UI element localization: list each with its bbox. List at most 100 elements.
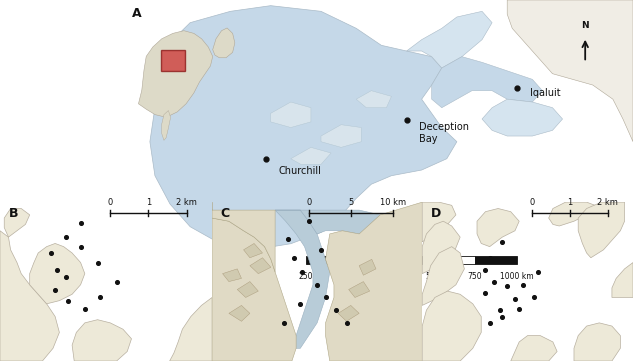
Text: Deception
Bay: Deception Bay	[419, 122, 469, 144]
Polygon shape	[244, 243, 263, 258]
Point	[283, 236, 293, 242]
Text: 0: 0	[529, 198, 534, 207]
Text: 750: 750	[468, 272, 482, 281]
Polygon shape	[4, 209, 30, 237]
Bar	[348, 256, 391, 264]
Polygon shape	[229, 305, 250, 321]
Text: 250: 250	[383, 272, 398, 281]
Text: 5: 5	[348, 198, 353, 207]
Text: Churchill: Churchill	[279, 166, 321, 176]
Text: A: A	[132, 7, 142, 20]
Polygon shape	[162, 110, 171, 140]
Polygon shape	[30, 243, 85, 304]
Point	[489, 279, 499, 284]
Polygon shape	[422, 202, 456, 242]
Polygon shape	[511, 336, 557, 361]
Point	[46, 250, 56, 256]
Bar	[391, 256, 433, 264]
Point	[52, 268, 62, 273]
Polygon shape	[72, 320, 132, 361]
Point	[495, 307, 505, 313]
Polygon shape	[213, 28, 235, 58]
Point	[514, 306, 524, 312]
Polygon shape	[422, 221, 460, 274]
Polygon shape	[325, 202, 422, 361]
Point	[111, 279, 122, 284]
Point	[312, 282, 322, 288]
Polygon shape	[356, 91, 391, 108]
Polygon shape	[250, 258, 271, 274]
Text: 10 km: 10 km	[380, 198, 406, 207]
Text: 0: 0	[306, 198, 311, 207]
Polygon shape	[321, 125, 361, 147]
Bar	[475, 256, 517, 264]
Point	[279, 320, 289, 326]
Polygon shape	[237, 282, 258, 297]
Point	[304, 218, 314, 224]
Polygon shape	[612, 262, 633, 297]
Point	[485, 320, 495, 326]
Bar	[161, 49, 185, 71]
Text: C: C	[220, 207, 230, 220]
Text: 250: 250	[299, 272, 313, 281]
Point	[61, 234, 71, 240]
Point	[50, 287, 60, 292]
Polygon shape	[406, 11, 492, 68]
Polygon shape	[507, 0, 633, 142]
Polygon shape	[422, 247, 465, 305]
Bar	[433, 256, 475, 264]
Point	[331, 307, 341, 313]
Point	[510, 296, 520, 302]
Polygon shape	[170, 297, 212, 361]
Text: 2 km: 2 km	[598, 198, 618, 207]
Polygon shape	[359, 259, 376, 275]
Polygon shape	[549, 202, 595, 226]
Bar	[306, 256, 348, 264]
Text: 0: 0	[108, 198, 113, 207]
Polygon shape	[139, 31, 213, 117]
Text: D: D	[430, 207, 441, 220]
Polygon shape	[0, 231, 60, 361]
Polygon shape	[349, 282, 370, 297]
Point	[485, 255, 495, 261]
Point	[529, 295, 539, 300]
Point	[320, 295, 330, 300]
Polygon shape	[150, 6, 457, 249]
Text: 500: 500	[425, 272, 440, 281]
Text: Iqaluit: Iqaluit	[530, 88, 560, 98]
Point	[80, 306, 90, 312]
Point	[61, 274, 71, 280]
Point	[480, 290, 491, 296]
Text: 2 km: 2 km	[176, 198, 197, 207]
Polygon shape	[275, 210, 391, 237]
Point	[533, 269, 543, 275]
Polygon shape	[212, 202, 275, 272]
Point	[295, 301, 305, 307]
Polygon shape	[338, 305, 359, 321]
Point	[92, 260, 103, 265]
Point	[341, 320, 351, 326]
Polygon shape	[482, 99, 563, 136]
Text: 1000 km: 1000 km	[501, 272, 534, 281]
Text: N: N	[581, 21, 589, 30]
Polygon shape	[212, 218, 296, 361]
Point	[94, 295, 104, 300]
Text: B: B	[8, 207, 18, 220]
Polygon shape	[477, 209, 519, 247]
Polygon shape	[432, 57, 542, 108]
Point	[480, 268, 491, 273]
Point	[316, 247, 327, 253]
Polygon shape	[223, 269, 241, 282]
Polygon shape	[271, 102, 311, 127]
Point	[498, 239, 508, 245]
Text: 1: 1	[146, 198, 151, 207]
Point	[75, 244, 85, 249]
Polygon shape	[275, 210, 330, 348]
Polygon shape	[422, 291, 481, 361]
Polygon shape	[578, 202, 625, 258]
Polygon shape	[291, 147, 331, 164]
Text: 1: 1	[567, 198, 572, 207]
Point	[498, 314, 508, 319]
Point	[63, 298, 73, 304]
Point	[75, 220, 85, 226]
